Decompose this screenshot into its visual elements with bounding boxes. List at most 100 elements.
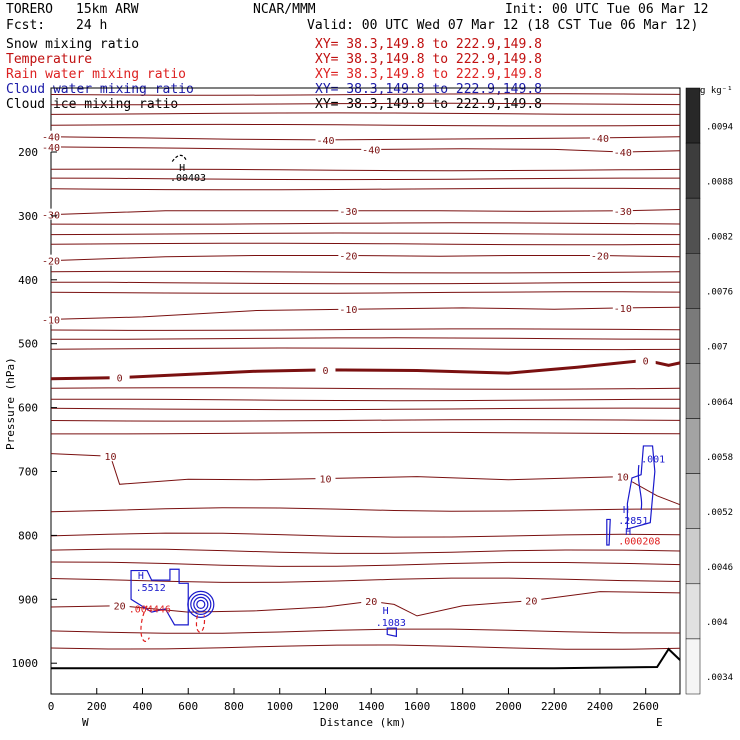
isotherm-label: 20 [114, 602, 126, 613]
isotherm-label: -30 [339, 207, 357, 218]
isotherm-label-bg [589, 249, 610, 261]
x-tick-label: 2600 [632, 700, 659, 713]
field-annotation: .1083 [376, 618, 406, 629]
y-tick-label: 600 [18, 402, 38, 415]
colorbar-tick-label: .0052 [706, 508, 733, 518]
colorbar-segment [685, 528, 701, 585]
colorbar-tick-label: .0088 [706, 177, 733, 187]
isotherm-label-bg [361, 595, 382, 607]
y-axis-ticks: 200 300 400 500 600 700 800 900 1000 [12, 146, 57, 670]
isotherm-20 [50, 591, 681, 617]
isotherm-label: 10 [617, 473, 629, 484]
isotherm-line [50, 242, 681, 246]
isotherm-10 [50, 453, 681, 506]
colorbar-segment [685, 473, 701, 529]
cloud-water-core [187, 590, 215, 619]
isotherm-label-bg [612, 146, 633, 157]
colorbar-tick-label: .0046 [706, 563, 733, 573]
isotherm-line [50, 177, 680, 181]
isotherm-label-bg [612, 470, 633, 482]
isotherm-label: -40 [614, 148, 632, 159]
x-tick-label: 1200 [312, 700, 339, 713]
isotherm-label-bg [361, 143, 382, 155]
field-annotation: .000208 [618, 536, 660, 547]
isotherm-label-bg [41, 140, 61, 152]
colorbar-segment [685, 363, 701, 419]
isotherm-label: 0 [322, 366, 328, 377]
isotherm-label-bg [41, 208, 61, 220]
isotherm-label: -10 [614, 304, 632, 315]
isotherm-label: -40 [362, 145, 380, 156]
isotherm-label: 20 [365, 597, 377, 608]
valid-time: Valid: 00 UTC Wed 07 Mar 12 (18 CST Tue … [307, 18, 698, 33]
colorbar-segment [685, 142, 701, 199]
field-annotation: .004446 [129, 605, 171, 616]
y-tick-label: 700 [18, 466, 38, 479]
west-label: W [82, 716, 89, 729]
isotherm-label: -40 [42, 143, 60, 154]
isotherm-line [50, 222, 681, 225]
isotherm-line [50, 561, 681, 567]
field-annotation: .001 [641, 455, 665, 466]
isotherm-label-bg [521, 594, 542, 606]
isotherm-label-bg [109, 371, 130, 383]
model-resolution: 15km ARW [76, 2, 139, 17]
cloud-water-contour [130, 568, 189, 626]
x-tick-label: 1800 [449, 700, 476, 713]
isotherm-line [50, 102, 681, 106]
colorbar: g kg⁻¹ .0094 .0088 .0082 .0076 .007 .0064 .005… [685, 86, 733, 695]
isotherm-line [50, 347, 681, 351]
isotherm-label-bg [315, 133, 336, 145]
x-tick-label: 2200 [541, 700, 568, 713]
isotherm-label: 0 [643, 356, 649, 367]
colorbar-tick-label: .0034 [706, 673, 733, 683]
x-axis-label: Distance (km) [320, 716, 406, 729]
isotherm-line [50, 281, 681, 285]
colorbar-segment [685, 253, 701, 309]
isotherm-0 [50, 358, 681, 381]
cloud-water-core [196, 599, 206, 610]
temperature-isotherms: -40 -40 -40-40 -40 -40-30 -30 -30-20 -20 -20-10-… [41, 93, 681, 650]
cloud-water-core [193, 596, 209, 613]
x-tick-label: 2000 [495, 700, 522, 713]
field-annotation: H [179, 163, 185, 174]
isotherm-label-bg [315, 472, 336, 484]
isotherm-label-bg [41, 254, 61, 266]
x-tick-label: 800 [224, 700, 244, 713]
isotherm-label-bg [41, 313, 61, 325]
isotherm-line [50, 291, 681, 294]
y-tick-label: 200 [18, 146, 38, 159]
y-tick-label: 900 [18, 593, 38, 606]
isotherm-label-bg [612, 301, 633, 313]
isotherm-line [50, 419, 681, 422]
field-annotation: .00403 [170, 173, 206, 184]
isotherm-line [50, 93, 681, 96]
isotherm-label-bg [100, 450, 121, 462]
isotherm-label: -10 [42, 315, 60, 326]
colorbar-unit: g kg⁻¹ [700, 86, 733, 96]
model-name: TORERO [6, 2, 53, 17]
source-label: NCAR/MMM [253, 2, 316, 17]
isotherm-line [51, 398, 681, 402]
colorbar-segment [685, 87, 701, 144]
isotherm-label: -10 [339, 305, 357, 316]
y-tick-label: 400 [18, 274, 38, 287]
colorbar-segment [685, 638, 701, 695]
y-tick-label: 500 [18, 338, 38, 351]
x-tick-label: 1400 [358, 700, 385, 713]
cloud-water-contour [606, 518, 611, 546]
cloud-water-contour [626, 445, 656, 530]
legend-cloudice-xy: XY= 38.3,149.8 to 222.9,149.8 [315, 97, 542, 112]
isotherm-label: 10 [319, 475, 331, 486]
legend-rain-xy: XY= 38.3,149.8 to 222.9,149.8 [315, 67, 542, 82]
isotherm-line [50, 328, 681, 331]
x-tick-label: 600 [178, 700, 198, 713]
colorbar-tick-label: .007 [706, 343, 728, 353]
isotherm-label: 0 [117, 374, 123, 385]
isotherm-label: -40 [42, 133, 60, 144]
isotherm--40 [50, 146, 681, 153]
isotherm-label-bg [109, 599, 130, 611]
colorbar-tick-label: .0058 [706, 453, 733, 463]
legend-cloudwater-name: Cloud water mixing ratio [6, 82, 194, 97]
